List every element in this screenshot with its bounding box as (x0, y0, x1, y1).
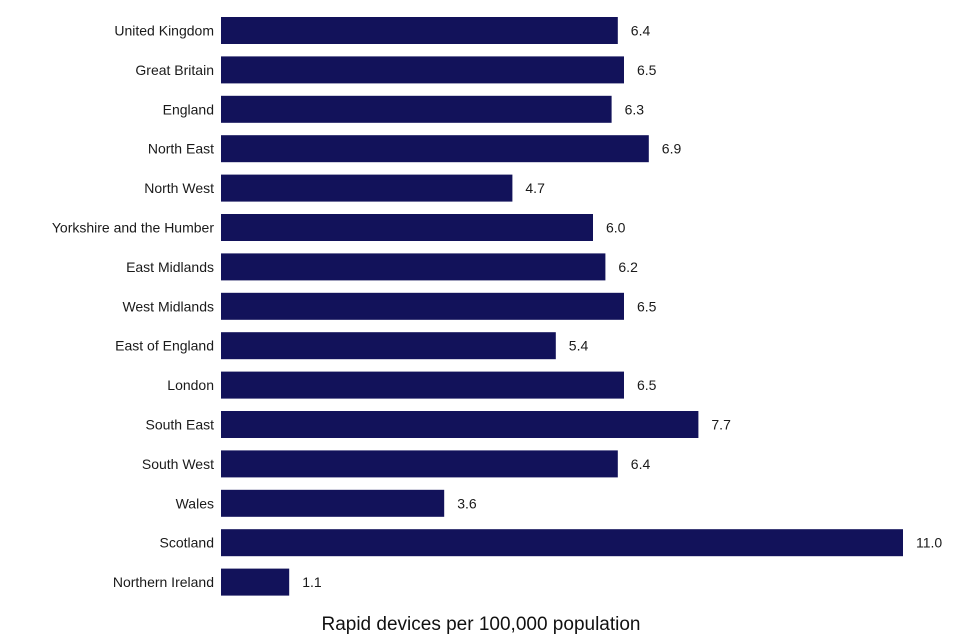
category-label-north-east: North East (148, 141, 214, 157)
value-label-west-midlands: 6.5 (637, 298, 657, 314)
value-label-south-east: 7.7 (711, 417, 731, 433)
value-label-united-kingdom: 6.4 (631, 23, 651, 39)
bar-london (221, 371, 624, 399)
value-label-wales: 3.6 (457, 495, 477, 511)
value-label-great-britain: 6.5 (637, 62, 657, 78)
category-label-northern-ireland: Northern Ireland (113, 574, 214, 590)
bar-united-kingdom (221, 17, 618, 44)
bar-east-of-england (221, 332, 556, 360)
category-label-west-midlands: West Midlands (122, 298, 214, 314)
category-label-south-west: South West (142, 456, 214, 472)
bar-scotland (221, 529, 903, 557)
x-axis-title: Rapid devices per 100,000 population (321, 614, 640, 635)
value-label-england: 6.3 (625, 101, 645, 117)
value-label-east-of-england: 5.4 (569, 338, 589, 354)
category-label-scotland: Scotland (160, 535, 214, 551)
category-label-london: London (167, 377, 214, 393)
category-labels-group: United Kingdom Great Britain England North … (52, 23, 214, 591)
bar-yorkshire-and-the-humber (221, 214, 593, 241)
bar-northern-ireland (221, 568, 290, 596)
bar-north-west (221, 174, 513, 202)
category-label-east-midlands: East Midlands (126, 259, 214, 275)
bar-great-britain (221, 56, 624, 84)
bar-england (221, 95, 612, 123)
value-label-east-midlands: 6.2 (618, 259, 638, 275)
category-label-wales: Wales (176, 495, 214, 511)
bar-west-midlands (221, 292, 624, 320)
category-label-east-of-england: East of England (115, 338, 214, 354)
category-label-north-west: North West (144, 180, 214, 196)
bars-group (221, 17, 903, 596)
value-labels-group: 6.4 6.5 6.3 6.9 4.7 6.0 6.2 6.5 5.4 6.5 7.7 6.4 3.6 1… (302, 23, 942, 591)
category-label-yorkshire-and-the-humber: Yorkshire and the Humber (52, 220, 214, 236)
category-label-england: England (163, 101, 214, 117)
category-label-great-britain: Great Britain (135, 62, 214, 78)
bar-south-east (221, 411, 699, 438)
bar-north-east (221, 135, 649, 163)
value-label-london: 6.5 (637, 377, 657, 393)
category-label-south-east: South East (146, 417, 215, 433)
bar-wales (221, 489, 445, 517)
bar-south-west (221, 450, 618, 478)
value-label-yorkshire-and-the-humber: 6.0 (606, 220, 626, 236)
value-label-south-west: 6.4 (631, 456, 651, 472)
value-label-scotland: 11.0 (916, 535, 942, 551)
bar-east-midlands (221, 253, 606, 281)
category-label-united-kingdom: United Kingdom (114, 23, 214, 39)
value-label-north-west: 4.7 (525, 180, 545, 196)
value-label-north-east: 6.9 (662, 141, 682, 157)
value-label-northern-ireland: 1.1 (302, 574, 322, 590)
